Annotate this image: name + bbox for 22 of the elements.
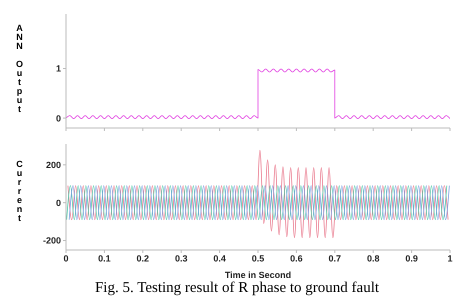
x-tick-label: 1 <box>447 253 453 264</box>
y-tick-label: 1 <box>56 64 61 74</box>
y-tick-label: 0 <box>56 198 61 208</box>
x-tick-label: 0.6 <box>290 253 303 264</box>
x-tick-label: 0.3 <box>174 253 188 264</box>
x-tick-label: 0.9 <box>405 253 418 264</box>
line-series <box>66 68 450 119</box>
x-axis-title: Time in Second <box>224 270 292 280</box>
x-tick-label: 0.1 <box>98 253 111 264</box>
x-tick-label: 0.7 <box>328 253 342 264</box>
caption: Fig. 5. Testing result of R phase to ground fault <box>94 280 380 297</box>
y-tick-label: -200 <box>42 236 61 246</box>
line-series <box>68 150 448 238</box>
x-tick-label: 0.5 <box>252 253 264 264</box>
y-axis-title: Current <box>14 158 24 222</box>
x-tick-label: 0.2 <box>136 253 150 264</box>
y-axis-title: ANN Output <box>14 23 24 113</box>
x-tick-label: 0.4 <box>213 253 226 264</box>
y-tick-label: 0 <box>56 113 61 124</box>
x-tick-label: 0.8 <box>366 253 380 264</box>
y-tick-label: 200 <box>46 160 61 170</box>
x-tick-label: 0 <box>63 253 69 264</box>
